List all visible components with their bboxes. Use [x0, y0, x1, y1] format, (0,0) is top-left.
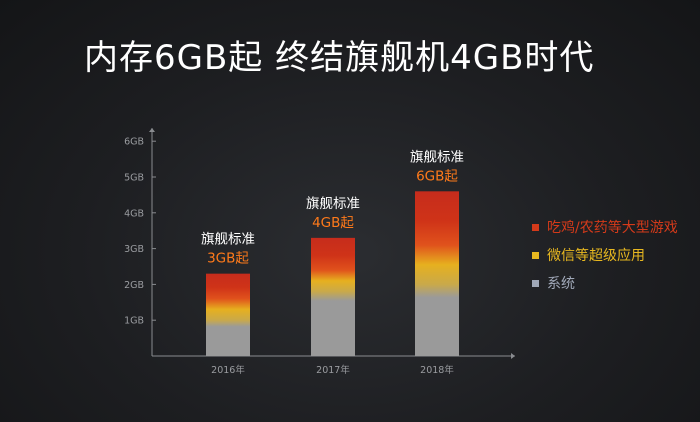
legend-item-games: 吃鸡/农药等大型游戏: [532, 214, 678, 240]
x-axis-arrow: [511, 353, 515, 359]
x-tick-label: 2018年: [420, 364, 454, 376]
chart-legend: 吃鸡/农药等大型游戏 微信等超级应用 系统: [532, 214, 678, 298]
bar-2018年: [415, 191, 459, 356]
legend-swatch-system: [532, 279, 539, 287]
legend-label-system: 系统: [547, 276, 575, 292]
page-title: 内存6GB起 终结旗舰机4GB时代: [84, 38, 595, 78]
y-tick-label: 2GB: [124, 280, 144, 291]
x-tick-label: 2016年: [211, 364, 245, 376]
y-tick-label: 3GB: [124, 244, 144, 255]
legend-swatch-superapps: [532, 251, 539, 259]
y-tick-label: 5GB: [124, 173, 144, 184]
y-tick-label: 4GB: [124, 208, 144, 219]
y-axis-arrow: [149, 128, 155, 132]
bar-annotation-label: 旗舰标准: [306, 196, 360, 212]
bar-2016年: [206, 273, 250, 356]
legend-item-superapps: 微信等超级应用: [532, 242, 678, 268]
chart-labels: 旗舰标准 3GB起 2016年 旗舰标准 4GB起 2017年 旗舰标准 6GB起 2018年: [201, 149, 464, 376]
bar-2017年: [311, 237, 355, 356]
x-tick-label: 2017年: [316, 364, 350, 376]
chart-bars: [206, 191, 459, 356]
y-tick-label: 1GB: [124, 316, 144, 327]
legend-label-games: 吃鸡/农药等大型游戏: [547, 220, 678, 236]
bar-annotation-label: 旗舰标准: [201, 232, 255, 248]
legend-label-superapps: 微信等超级应用: [547, 248, 645, 264]
bar-annotation-label: 旗舰标准: [410, 149, 464, 165]
legend-swatch-games: [532, 223, 539, 231]
legend-item-system: 系统: [532, 270, 678, 296]
y-tick-label: 6GB: [124, 137, 144, 148]
bar-annotation-value: 6GB起: [416, 168, 458, 184]
bar-annotation-value: 4GB起: [312, 215, 354, 231]
bar-annotation-value: 3GB起: [207, 251, 249, 267]
